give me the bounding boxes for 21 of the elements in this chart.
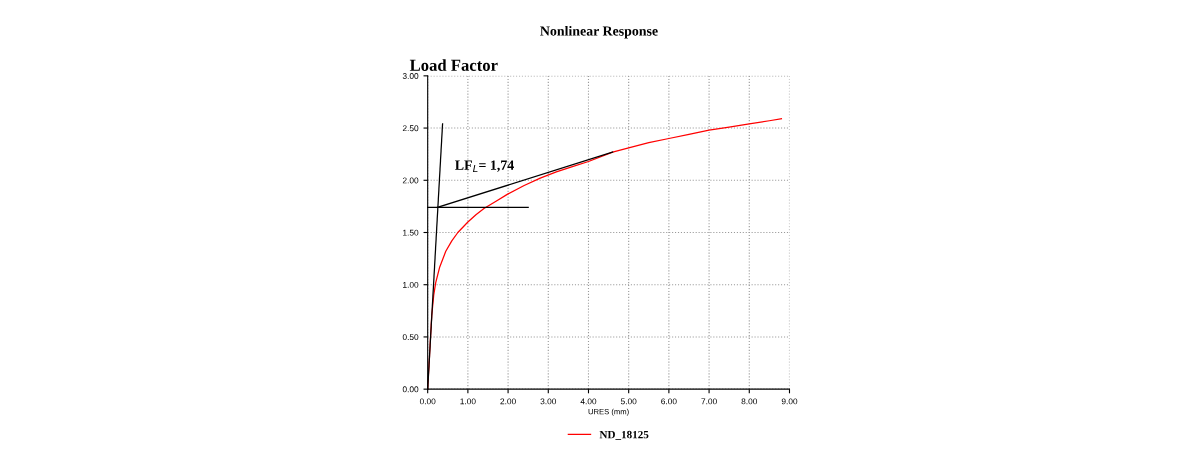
x-tick-label: 6.00 [661, 398, 677, 405]
x-tick-label: 3.00 [540, 398, 557, 405]
x-tick-label: 9.00 [781, 398, 798, 405]
y-tick-label: 0.50 [402, 334, 419, 341]
y-axis-title: Load Factor [409, 59, 498, 71]
x-tick-label: 7.00 [701, 398, 717, 405]
x-tick-label: 8.00 [741, 398, 758, 405]
x-tick-label: 5.00 [620, 398, 637, 405]
x-tick-label: 0.00 [419, 398, 436, 405]
x-tick-label: 2.00 [500, 398, 516, 405]
y-tick-label: 0.00 [402, 386, 419, 393]
y-tick-label: 3.00 [402, 73, 419, 79]
chart-title: Nonlinear Response [540, 25, 658, 39]
annotation: LF$_{L}$= 1,74 [455, 160, 514, 172]
legend-label: ND_18125 [599, 430, 649, 440]
y-tick-label: 1.00 [403, 281, 419, 288]
x-tick-label: 4.00 [580, 398, 597, 405]
y-tick-label: 2.00 [402, 177, 419, 184]
y-tick-label: 1.50 [403, 229, 419, 236]
y-tick-label: 2.50 [402, 125, 419, 132]
x-tick-label: 1.00 [460, 398, 476, 405]
